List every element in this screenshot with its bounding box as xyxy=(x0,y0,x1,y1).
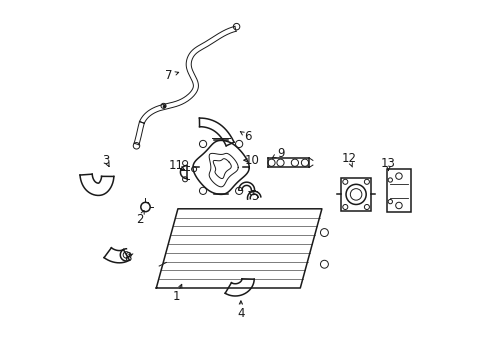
Text: 3: 3 xyxy=(102,154,109,167)
Text: 9: 9 xyxy=(276,147,284,159)
Bar xyxy=(340,178,371,211)
Text: 1: 1 xyxy=(172,291,180,303)
Text: 8: 8 xyxy=(123,251,131,264)
Text: 13: 13 xyxy=(380,157,395,170)
Text: 2: 2 xyxy=(136,213,143,226)
Bar xyxy=(386,169,410,212)
Text: 12: 12 xyxy=(341,152,356,165)
Text: 11: 11 xyxy=(168,159,183,172)
Text: 5: 5 xyxy=(251,190,259,203)
Text: 10: 10 xyxy=(244,154,259,167)
Text: 4: 4 xyxy=(237,307,244,320)
Text: 6: 6 xyxy=(244,130,251,143)
Text: 7: 7 xyxy=(165,69,172,82)
